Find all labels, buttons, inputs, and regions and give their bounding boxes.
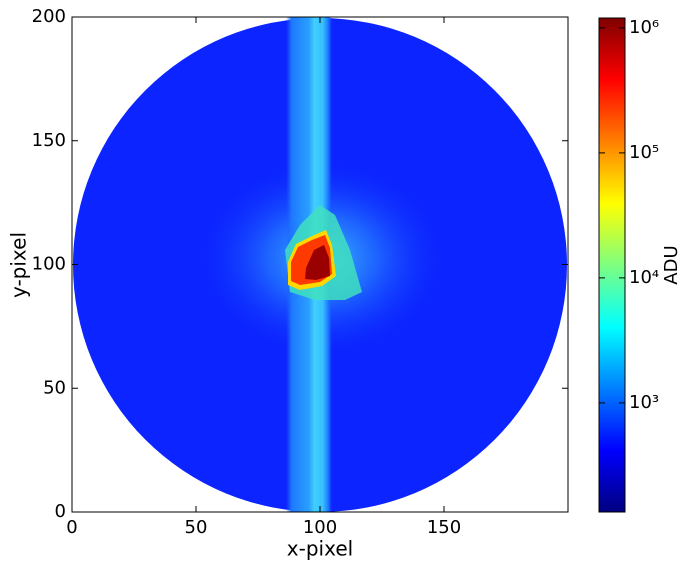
colorbar <box>598 17 626 513</box>
y-tick-label: 0 <box>55 501 66 522</box>
y-tick-label: 50 <box>43 377 66 398</box>
blob-peak <box>305 245 330 280</box>
y-tick-label: 150 <box>32 130 66 151</box>
y-tick-label: 100 <box>32 254 66 275</box>
x-tick-label: 50 <box>185 517 208 538</box>
y-tick-label: 200 <box>32 6 66 27</box>
x-tick-label: 100 <box>303 517 337 538</box>
colorbar-tick-label: 10⁴ <box>629 267 659 288</box>
colorbar-tick-label: 10³ <box>629 392 659 413</box>
x-tick-label: 150 <box>427 517 461 538</box>
y-axis-label: y-pixel <box>7 232 31 298</box>
colorbar-label: ADU <box>661 245 682 284</box>
x-tick-label: 0 <box>66 517 77 538</box>
colorbar-tick-label: 10⁶ <box>629 17 659 38</box>
heatmap-image <box>72 17 568 512</box>
colorbar-tick-label: 10⁵ <box>629 142 659 163</box>
x-axis-label: x-pixel <box>287 537 353 561</box>
